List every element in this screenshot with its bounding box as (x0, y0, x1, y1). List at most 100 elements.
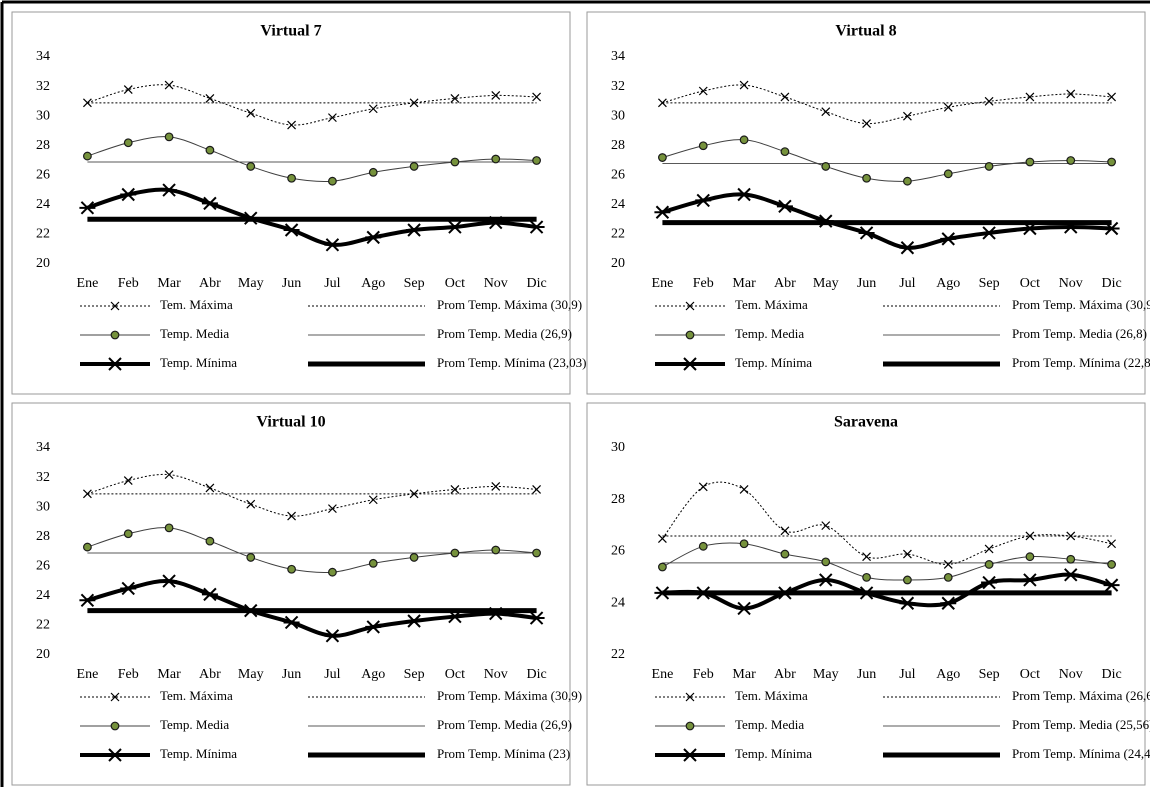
y-tick-label: 24 (36, 197, 50, 212)
marker (242, 603, 259, 618)
marker (984, 162, 994, 171)
x-tick-label: Dic (526, 667, 546, 682)
marker (698, 541, 708, 551)
x-tick-label: Mar (732, 667, 756, 682)
marker (406, 614, 423, 628)
marker (657, 98, 667, 108)
marker (817, 573, 834, 587)
marker (1066, 531, 1076, 541)
marker (821, 557, 831, 567)
legend-label: Prom Temp. Mínima (23) (437, 746, 570, 761)
marker (491, 154, 501, 164)
y-tick-label: 22 (36, 618, 50, 633)
y-tick-label: 32 (36, 79, 50, 94)
chart-panel: Virtual 10 20 22 24 26 28 30 32 34 Ene Feb Mar Abr Ma… (11, 402, 582, 786)
marker (739, 135, 749, 145)
marker (409, 489, 419, 499)
marker (780, 549, 790, 559)
marker (698, 86, 708, 96)
y-tick-label: 30 (611, 440, 625, 455)
x-tick-label: Sep (979, 276, 1000, 291)
x-tick-label: Sep (979, 667, 1000, 682)
marker (164, 80, 174, 90)
marker (1066, 156, 1076, 165)
marker (246, 162, 256, 171)
legend-marker (110, 301, 120, 311)
y-tick-label: 32 (36, 470, 50, 485)
x-tick-label: Abr (199, 667, 221, 682)
legend-label: Temp. Mínima (735, 355, 812, 370)
marker (862, 173, 871, 183)
marker (450, 93, 460, 103)
marker (324, 629, 341, 643)
marker (776, 199, 793, 214)
legend-label: Temp. Media (735, 326, 804, 341)
marker (532, 484, 542, 494)
marker (368, 167, 378, 177)
marker (123, 529, 133, 539)
marker (858, 586, 875, 600)
marker (821, 162, 831, 171)
marker (205, 483, 215, 493)
marker (981, 575, 998, 590)
x-tick-label: Nov (1059, 667, 1083, 682)
x-tick-label: Nov (484, 667, 508, 682)
marker (940, 596, 957, 610)
marker (776, 586, 793, 600)
x-tick-label: Ago (361, 667, 385, 682)
marker (164, 132, 174, 142)
marker (1107, 539, 1117, 549)
x-tick-label: Jul (899, 276, 915, 291)
marker (1025, 157, 1035, 167)
legend-label: Tem. Máxima (735, 297, 808, 312)
x-tick-label: Ene (652, 276, 674, 291)
marker (246, 499, 256, 509)
chart-title: Virtual 7 (260, 23, 321, 40)
chart-panel: Virtual 8 20 22 24 26 28 30 32 34 Ene Feb Mar Abr May… (586, 11, 1150, 395)
marker (201, 196, 218, 211)
y-tick-label: 28 (36, 529, 50, 544)
legend-marker (107, 748, 123, 762)
legend-label: Temp. Mínima (735, 746, 812, 761)
marker (491, 545, 501, 555)
legend-label: Prom Temp. Media (26,9) (437, 326, 572, 341)
marker (1107, 92, 1117, 102)
legend-label: Prom Temp. Media (26,8) (1012, 326, 1147, 341)
y-tick-label: 22 (611, 227, 625, 242)
x-tick-label: May (813, 276, 839, 291)
x-tick-label: Ago (361, 276, 385, 291)
marker (943, 572, 953, 582)
marker (82, 98, 92, 108)
marker (821, 107, 831, 117)
y-tick-label: 24 (611, 197, 625, 212)
marker (287, 564, 296, 574)
marker (780, 147, 790, 157)
marker (698, 482, 708, 492)
marker (287, 120, 297, 130)
marker (736, 601, 753, 616)
x-tick-label: Ago (936, 667, 960, 682)
marker (283, 615, 300, 630)
marker (83, 542, 92, 552)
legend-marker (110, 330, 120, 340)
legend-label: Tem. Máxima (160, 297, 233, 312)
x-tick-label: May (813, 667, 839, 682)
x-tick-label: Dic (1101, 276, 1121, 291)
chart-panel: Virtual 7 20 22 24 26 28 30 32 34 Ene Feb Mar Abr May… (11, 11, 586, 395)
marker (1103, 221, 1120, 236)
legend-marker (110, 721, 120, 731)
x-tick-label: Ene (77, 667, 99, 682)
x-tick-label: Dic (1101, 667, 1121, 682)
x-tick-label: Feb (118, 667, 139, 682)
marker (780, 92, 790, 102)
marker (328, 567, 337, 577)
marker (739, 484, 749, 494)
marker (943, 560, 953, 569)
marker (491, 91, 501, 100)
marker (328, 176, 337, 186)
legend-label: Tem. Máxima (735, 688, 808, 703)
x-tick-label: Mar (157, 276, 181, 291)
marker (205, 536, 215, 546)
marker (365, 230, 382, 245)
